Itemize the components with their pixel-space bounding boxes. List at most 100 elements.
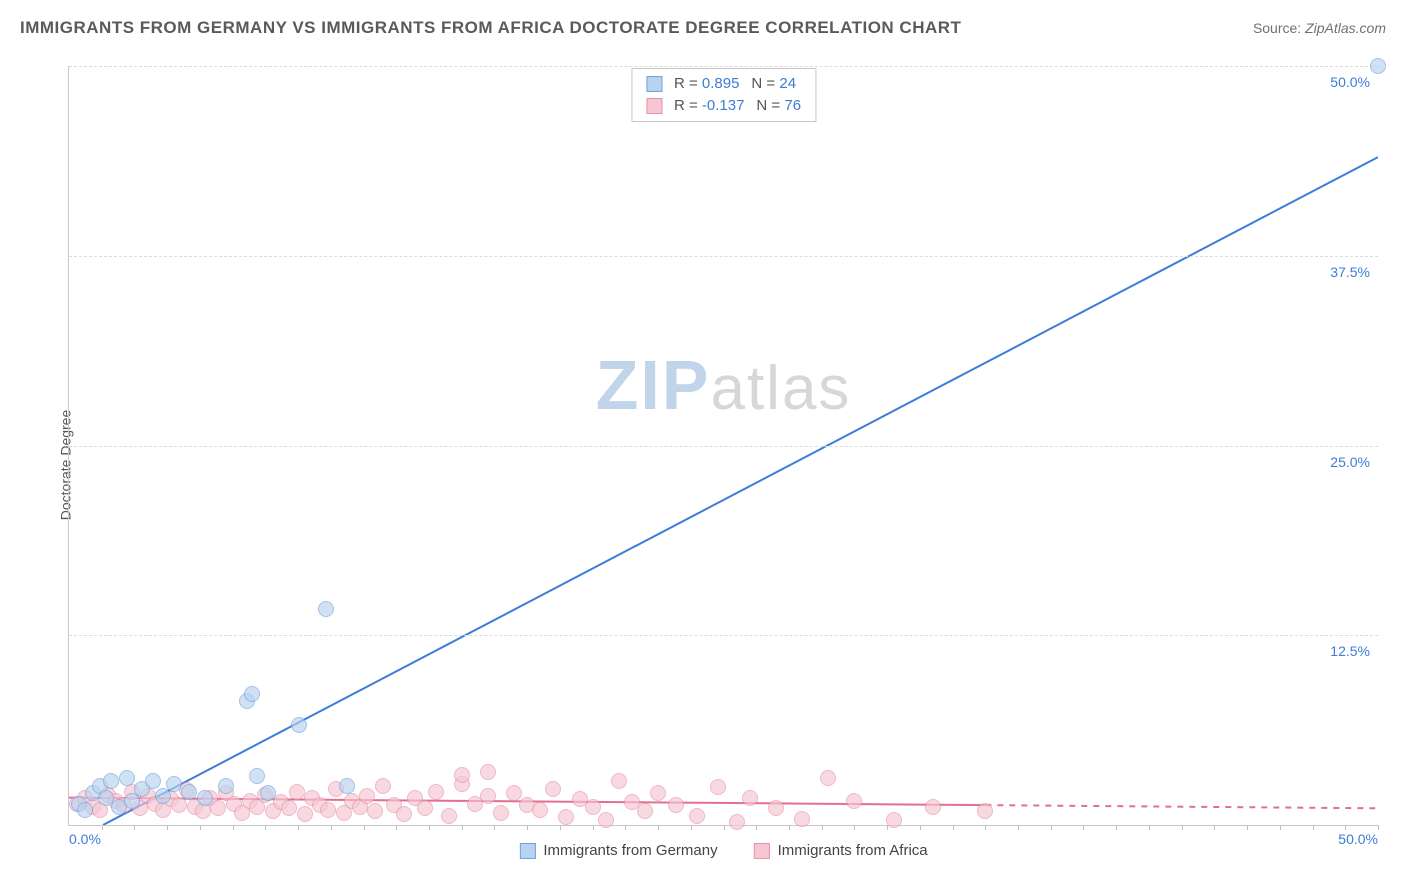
legend-r-label: R = -0.137 [674, 95, 744, 117]
data-point-africa [886, 812, 902, 828]
x-tick [494, 825, 495, 830]
plot-area: ZIPatlas R = 0.895N = 24R = -0.137 N = 76… [68, 66, 1378, 826]
data-point-africa [493, 805, 509, 821]
x-tick [265, 825, 266, 830]
legend-series: Immigrants from GermanyImmigrants from A… [519, 842, 927, 859]
data-point-africa [820, 770, 836, 786]
legend-swatch [519, 843, 535, 859]
data-point-africa [768, 800, 784, 816]
data-point-germany [218, 778, 234, 794]
x-tick [1345, 825, 1346, 830]
y-tick-label: 12.5% [1330, 643, 1370, 659]
data-point-africa [689, 808, 705, 824]
x-tick [1182, 825, 1183, 830]
legend-series-item: Immigrants from Germany [519, 842, 717, 859]
legend-n-label: N = 76 [756, 95, 801, 117]
data-point-germany [339, 778, 355, 794]
x-tick [331, 825, 332, 830]
data-point-africa [281, 800, 297, 816]
x-tick [1149, 825, 1150, 830]
legend-stats: R = 0.895N = 24R = -0.137 N = 76 [631, 68, 816, 122]
watermark: ZIPatlas [596, 345, 852, 425]
data-point-africa [480, 788, 496, 804]
x-tick [429, 825, 430, 830]
data-point-africa [417, 800, 433, 816]
legend-r-label: R = 0.895 [674, 73, 739, 95]
x-tick [625, 825, 626, 830]
data-point-africa [925, 799, 941, 815]
data-point-africa [210, 800, 226, 816]
x-tick [724, 825, 725, 830]
data-point-africa [297, 806, 313, 822]
x-tick [1018, 825, 1019, 830]
legend-swatch [646, 76, 662, 92]
chart-title: IMMIGRANTS FROM GERMANY VS IMMIGRANTS FR… [20, 18, 961, 38]
y-tick-label: 25.0% [1330, 454, 1370, 470]
x-tick [1313, 825, 1314, 830]
x-tick [233, 825, 234, 830]
data-point-africa [441, 808, 457, 824]
data-point-germany [318, 601, 334, 617]
x-tick [1116, 825, 1117, 830]
legend-swatch [646, 98, 662, 114]
data-point-germany [244, 686, 260, 702]
x-tick [1280, 825, 1281, 830]
data-point-africa [611, 773, 627, 789]
data-point-africa [637, 803, 653, 819]
legend-swatch [754, 843, 770, 859]
gridline [69, 635, 1378, 636]
x-tick [756, 825, 757, 830]
data-point-africa [545, 781, 561, 797]
x-tick [691, 825, 692, 830]
data-point-germany [249, 768, 265, 784]
x-tick [658, 825, 659, 830]
x-tick [527, 825, 528, 830]
x-tick [1378, 825, 1379, 830]
y-tick-label: 50.0% [1330, 74, 1370, 90]
x-tick [822, 825, 823, 830]
x-tick [396, 825, 397, 830]
x-tick [200, 825, 201, 830]
data-point-africa [171, 797, 187, 813]
data-point-germany [119, 770, 135, 786]
x-axis-min: 0.0% [69, 831, 101, 847]
watermark-zip: ZIP [596, 346, 711, 424]
x-tick [1051, 825, 1052, 830]
data-point-germany [260, 785, 276, 801]
source-label: Source: [1253, 20, 1301, 36]
x-tick [593, 825, 594, 830]
data-point-africa [650, 785, 666, 801]
x-tick [167, 825, 168, 830]
x-tick [985, 825, 986, 830]
data-point-africa [710, 779, 726, 795]
data-point-africa [480, 764, 496, 780]
data-point-africa [729, 814, 745, 830]
data-point-germany [77, 802, 93, 818]
data-point-germany [103, 773, 119, 789]
x-tick [364, 825, 365, 830]
data-point-africa [558, 809, 574, 825]
data-point-africa [428, 784, 444, 800]
data-point-africa [396, 806, 412, 822]
legend-stat-row: R = -0.137 N = 76 [646, 95, 801, 117]
x-tick [854, 825, 855, 830]
x-tick [920, 825, 921, 830]
x-axis-max: 50.0% [1338, 831, 1378, 847]
x-tick [462, 825, 463, 830]
data-point-germany [181, 784, 197, 800]
data-point-africa [668, 797, 684, 813]
legend-stat-row: R = 0.895N = 24 [646, 73, 801, 95]
gridline [69, 446, 1378, 447]
source: Source: ZipAtlas.com [1253, 20, 1386, 36]
legend-series-label: Immigrants from Germany [543, 842, 717, 859]
data-point-africa [846, 793, 862, 809]
data-point-africa [532, 802, 548, 818]
data-point-africa [794, 811, 810, 827]
data-point-germany [1370, 58, 1386, 74]
data-point-africa [367, 803, 383, 819]
watermark-atlas: atlas [710, 354, 851, 423]
data-point-africa [359, 788, 375, 804]
data-point-africa [195, 803, 211, 819]
data-point-africa [454, 767, 470, 783]
data-point-africa [977, 803, 993, 819]
